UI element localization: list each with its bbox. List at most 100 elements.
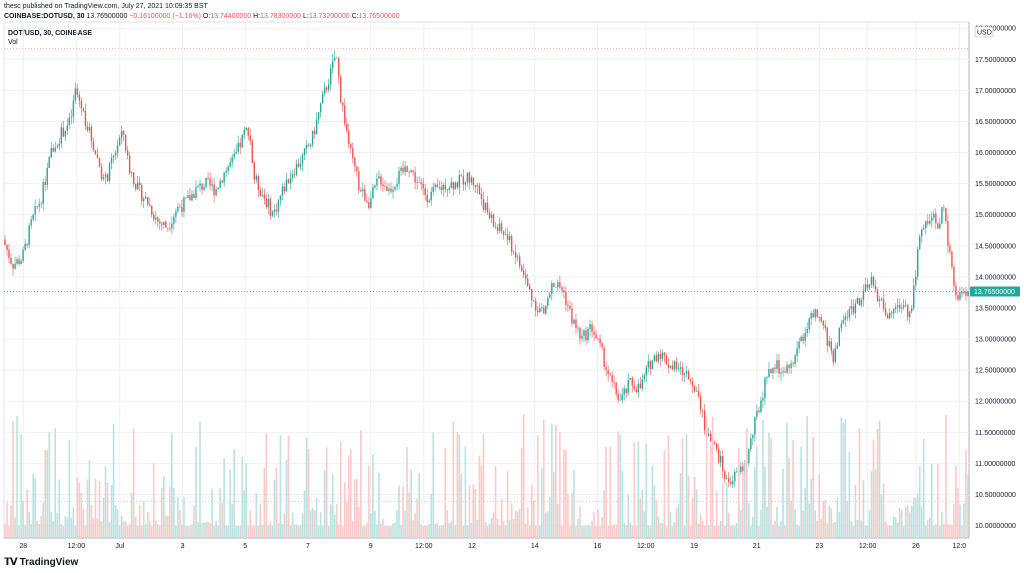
candle-body [193, 194, 195, 199]
candle-body [492, 214, 495, 227]
candle-body [482, 199, 485, 210]
candle-body [790, 363, 792, 369]
candle-body [86, 126, 89, 131]
candle-body [814, 309, 816, 318]
volume-bar [261, 525, 264, 538]
candle-body [14, 263, 16, 269]
candle-body [169, 228, 171, 229]
volume-bar [683, 525, 686, 538]
candle-body [892, 308, 895, 314]
volume-bar [197, 522, 199, 538]
volume-bar [285, 459, 288, 538]
volume-bar [438, 525, 441, 538]
volume-bar [723, 526, 726, 538]
volume-bar [277, 523, 280, 538]
y-tick-label: 17.00000000 [975, 88, 1016, 95]
volume-bar [748, 503, 750, 538]
x-tick-label: 7 [306, 543, 310, 550]
candle-body [551, 283, 553, 294]
volume-bar [480, 465, 483, 538]
candle-body [416, 182, 418, 184]
candle-body [697, 390, 700, 396]
volume-bar [589, 525, 591, 538]
volume-bar [78, 482, 81, 538]
volume-legend[interactable]: Vol [8, 39, 18, 46]
candle-body [211, 184, 213, 186]
volume-bar [508, 520, 511, 538]
volume-bar [354, 479, 356, 538]
volume-bar [177, 497, 179, 538]
candle-body [935, 213, 937, 224]
volume-bar [818, 474, 821, 538]
candle-body [959, 292, 961, 300]
volume-bar [740, 509, 742, 538]
volume-bar [221, 502, 223, 538]
candle-body [8, 249, 10, 259]
high-label: H: [253, 13, 261, 20]
symbol-name[interactable]: COINBASE:DOTUSD, 30 [4, 13, 85, 20]
candle-body [629, 377, 631, 380]
candle-body [527, 278, 529, 286]
candle-body [317, 112, 320, 120]
volume-bar [72, 507, 75, 538]
tradingview-logo[interactable]: 𝗧𝗩 TradingView [4, 557, 78, 568]
candle-body [681, 367, 684, 376]
volume-bar [880, 494, 883, 538]
candle-body [490, 214, 493, 218]
volume-bar [924, 525, 927, 538]
candle-body [961, 292, 963, 294]
volume-bar [136, 526, 139, 538]
volume-bar [945, 414, 947, 538]
volume-bar [156, 524, 159, 538]
candle-body [134, 184, 137, 190]
volume-bar [820, 519, 823, 538]
volume-bar [203, 522, 205, 538]
volume-bar [281, 524, 284, 538]
volume-bar [112, 423, 115, 538]
volume-bar [239, 525, 242, 538]
volume-bar [167, 515, 169, 538]
candle-body [794, 355, 796, 364]
candle-body [38, 203, 40, 207]
volume-bar [504, 525, 507, 538]
volume-bar [790, 500, 792, 538]
candle-body [758, 410, 760, 412]
volume-bar [551, 423, 553, 538]
candle-body [852, 306, 855, 314]
volume-bar [450, 521, 453, 538]
volume-bar [90, 504, 93, 538]
volume-bar [943, 523, 945, 538]
candle-body [344, 105, 346, 124]
candle-body [241, 134, 243, 148]
volume-bar [593, 512, 595, 538]
candle-body [303, 148, 306, 155]
x-tick-label: 21 [753, 543, 761, 550]
volume-bar [573, 469, 575, 538]
volume-bar [935, 524, 937, 538]
volume-bar [695, 489, 698, 538]
volume-bar [181, 524, 183, 538]
candle-body [346, 123, 348, 132]
candle-body [844, 316, 847, 320]
candle-body [340, 76, 342, 103]
volume-bar [311, 507, 314, 538]
volume-bar [362, 525, 364, 538]
candle-body [354, 158, 356, 167]
volume-bar [484, 522, 487, 538]
candle-body [327, 84, 330, 90]
candle-body [647, 361, 650, 368]
candle-body [428, 200, 430, 203]
candle-body [311, 130, 314, 145]
close-value: 13.76500000 [358, 13, 400, 20]
candle-body [199, 183, 201, 186]
candle-body [239, 142, 241, 148]
volume-bar [810, 478, 812, 538]
volume-bar [66, 517, 69, 538]
y-tick-label: 13.50000000 [975, 305, 1016, 312]
volume-bar [758, 525, 760, 538]
volume-bar [386, 525, 388, 538]
candle-body [319, 103, 322, 113]
volume-bar [687, 475, 690, 538]
volume-bar [211, 488, 213, 538]
